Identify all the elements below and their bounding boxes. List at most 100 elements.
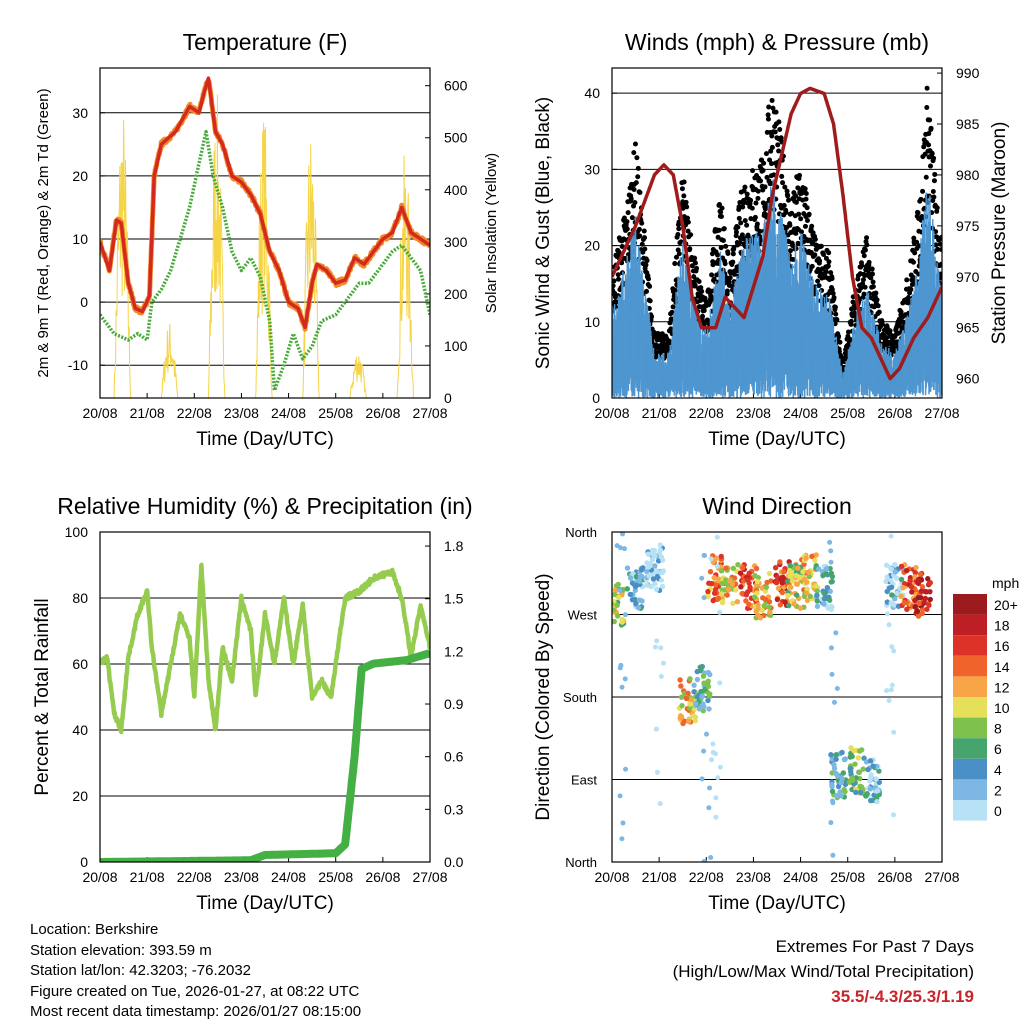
gust-point xyxy=(740,204,746,210)
direction-point xyxy=(659,577,665,583)
direction-point xyxy=(708,556,714,562)
gust-point xyxy=(797,172,803,178)
gust-point xyxy=(837,339,843,345)
direction-point xyxy=(794,581,801,587)
direction-point xyxy=(618,545,624,551)
gust-point xyxy=(911,259,917,265)
gust-point xyxy=(828,270,834,276)
gust-point xyxy=(862,247,868,253)
direction-point xyxy=(705,678,711,684)
gust-point xyxy=(692,260,698,266)
gust-point xyxy=(683,199,689,205)
direction-point xyxy=(737,570,744,576)
direction-point xyxy=(842,781,849,788)
chart-title: Wind Direction xyxy=(702,493,852,519)
chart-panel-2: Winds (mph) & Pressure (mb) 40 30 20 10 0 990 9… xyxy=(533,29,1010,450)
direction-point xyxy=(926,602,932,608)
y-axis-label: Sonic Wind & Gust (Blue, Black) xyxy=(533,97,554,369)
direction-point xyxy=(925,576,931,582)
x-tick-label: 27/08 xyxy=(412,869,447,885)
gust-point xyxy=(694,265,700,271)
direction-point xyxy=(624,586,631,592)
plot-frame xyxy=(99,67,431,399)
direction-point xyxy=(831,765,838,771)
direction-point xyxy=(884,611,890,617)
gust-point xyxy=(644,258,650,264)
gust-point xyxy=(635,165,641,171)
direction-point xyxy=(814,598,820,604)
gust-point xyxy=(679,186,685,192)
direction-point xyxy=(661,660,667,666)
legend-swatch xyxy=(953,635,987,656)
extremes-values: 35.5/-4.3/25.3/1.19 xyxy=(831,987,974,1006)
x-tick-label: 21/08 xyxy=(642,405,677,421)
direction-point xyxy=(708,580,715,587)
gust-point xyxy=(830,290,836,296)
y-tick-label: 0 xyxy=(592,390,600,406)
direction-point xyxy=(890,812,896,818)
direction-point xyxy=(917,571,924,577)
gust-point xyxy=(926,142,932,148)
y-tick-label: 0 xyxy=(80,854,88,870)
gust-point xyxy=(631,150,637,156)
gust-point xyxy=(619,244,625,250)
gust-point xyxy=(823,269,829,275)
gust-point xyxy=(757,228,763,234)
direction-point xyxy=(657,542,663,548)
direction-point xyxy=(646,573,652,579)
gust-point xyxy=(631,186,637,192)
legend-swatch xyxy=(953,697,987,718)
gust-point xyxy=(871,304,877,310)
x-tick-label: 20/08 xyxy=(594,869,629,885)
direction-point xyxy=(916,600,923,607)
direction-point xyxy=(907,578,913,584)
rh-line xyxy=(100,562,430,735)
legend-label: 6 xyxy=(994,741,1002,757)
y-axis-label: Direction (Colored By Speed) xyxy=(533,573,554,820)
gust-point xyxy=(816,283,822,289)
direction-point xyxy=(786,602,792,609)
direction-point xyxy=(654,573,661,580)
direction-point xyxy=(827,539,833,545)
x-tick-label: 25/08 xyxy=(318,869,353,885)
gust-point xyxy=(933,242,939,248)
direction-point xyxy=(624,565,631,571)
direction-point xyxy=(884,574,890,580)
direction-point xyxy=(888,600,894,606)
gust-point xyxy=(931,178,937,184)
direction-point xyxy=(915,578,921,584)
x-tick-label: 25/08 xyxy=(830,869,865,885)
direction-point xyxy=(927,588,933,595)
gust-point xyxy=(833,311,839,317)
direction-point xyxy=(823,566,830,572)
direction-point xyxy=(660,557,666,563)
gust-point xyxy=(826,259,832,265)
x-tick-label: 22/08 xyxy=(689,405,724,421)
gust-point xyxy=(931,155,937,161)
direction-point xyxy=(652,563,658,569)
direction-point xyxy=(687,676,693,682)
direction-point xyxy=(766,570,773,577)
x-tick-label: 23/08 xyxy=(224,405,259,421)
direction-point xyxy=(688,696,694,703)
gust-point xyxy=(716,201,722,207)
direction-point xyxy=(826,597,833,603)
y-right-tick-label: 0.6 xyxy=(444,749,464,765)
direction-point xyxy=(654,568,660,574)
gust-point xyxy=(692,255,698,261)
gust-point xyxy=(642,246,648,252)
direction-point xyxy=(724,592,730,598)
gust-point xyxy=(735,224,741,230)
gust-point xyxy=(875,303,881,309)
direction-point xyxy=(706,805,712,811)
direction-point xyxy=(623,766,629,772)
y-right-tick-label: 200 xyxy=(444,286,468,302)
direction-point xyxy=(883,578,889,584)
direction-point xyxy=(705,697,711,704)
direction-point xyxy=(658,645,664,651)
direction-point xyxy=(751,594,758,600)
direction-point xyxy=(865,766,871,773)
direction-point xyxy=(715,595,722,602)
direction-point xyxy=(867,758,874,764)
direction-point xyxy=(654,638,660,644)
